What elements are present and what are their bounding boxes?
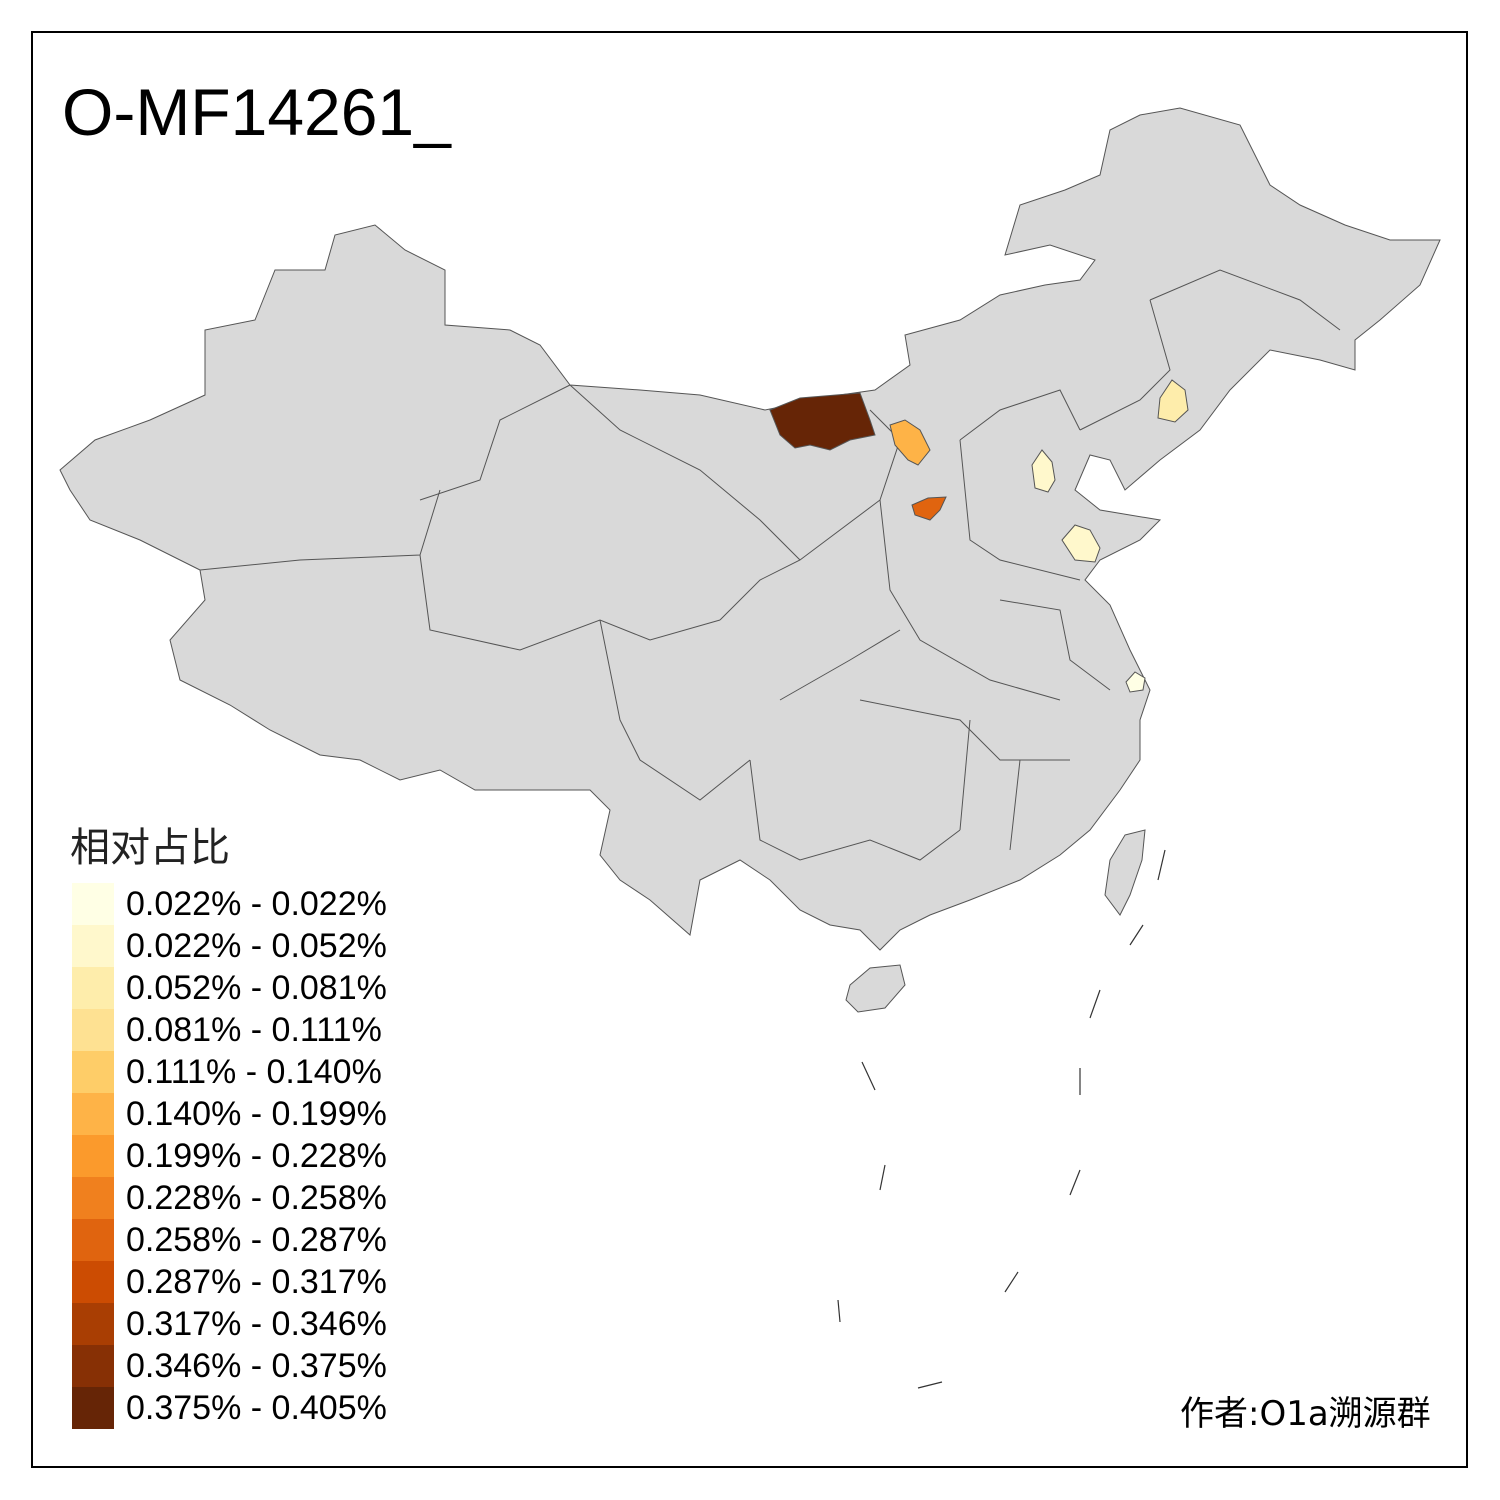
legend-item: 0.258% - 0.287% — [72, 1219, 432, 1261]
legend-item: 0.317% - 0.346% — [72, 1303, 432, 1345]
legend-item: 0.022% - 0.052% — [72, 925, 432, 967]
legend-item: 0.228% - 0.258% — [72, 1177, 432, 1219]
legend-item: 0.052% - 0.081% — [72, 967, 432, 1009]
region-0.022-0.052-b[interactable] — [1061, 524, 1101, 563]
legend-label: 0.140% - 0.199% — [126, 1095, 387, 1133]
legend-swatch — [72, 1135, 114, 1177]
legend-swatch — [72, 925, 114, 967]
legend-swatch — [72, 1177, 114, 1219]
region-0.258-0.287[interactable] — [911, 496, 947, 521]
legend-item: 0.287% - 0.317% — [72, 1261, 432, 1303]
legend-swatch — [72, 1345, 114, 1387]
legend-label: 0.258% - 0.287% — [126, 1221, 387, 1259]
legend-swatch — [72, 1009, 114, 1051]
legend-label: 0.081% - 0.111% — [126, 1011, 382, 1049]
hainan-island — [845, 964, 906, 1013]
legend-label: 0.111% - 0.140% — [126, 1053, 382, 1091]
legend-label: 0.375% - 0.405% — [126, 1389, 387, 1427]
region-0.140-0.199[interactable] — [889, 419, 931, 466]
legend-item: 0.140% - 0.199% — [72, 1093, 432, 1135]
legend-label: 0.346% - 0.375% — [126, 1347, 387, 1385]
legend-label: 0.317% - 0.346% — [126, 1305, 387, 1343]
legend-swatch — [72, 1303, 114, 1345]
legend-label: 0.287% - 0.317% — [126, 1263, 387, 1301]
legend-swatch — [72, 1093, 114, 1135]
legend-swatch — [72, 883, 114, 925]
south-china-sea-islands — [837, 849, 1166, 1389]
author-credit: 作者:O1a溯源群 — [1180, 1394, 1431, 1434]
legend-item: 0.022% - 0.022% — [72, 883, 432, 925]
region-0.022-0.052-a[interactable] — [1031, 449, 1056, 493]
region-0.375-0.405[interactable] — [769, 392, 876, 451]
legend-swatch — [72, 1051, 114, 1093]
legend-label: 0.228% - 0.258% — [126, 1179, 387, 1217]
legend-label: 0.022% - 0.052% — [126, 927, 387, 965]
legend-item: 0.081% - 0.111% — [72, 1009, 432, 1051]
legend-swatch — [72, 1261, 114, 1303]
legend-label: 0.199% - 0.228% — [126, 1137, 387, 1175]
legend-swatch — [72, 967, 114, 1009]
legend-swatch — [72, 1219, 114, 1261]
map-title: O-MF14261_ — [62, 75, 451, 149]
legend-item: 0.111% - 0.140% — [72, 1051, 432, 1093]
legend-label: 0.022% - 0.022% — [126, 885, 387, 923]
map-frame — [31, 31, 1468, 1468]
legend-item: 0.375% - 0.405% — [72, 1387, 432, 1429]
legend-label: 0.052% - 0.081% — [126, 969, 387, 1007]
legend-item: 0.346% - 0.375% — [72, 1345, 432, 1387]
legend-title: 相对占比 — [70, 825, 230, 871]
region-0.052-0.081[interactable] — [1157, 379, 1189, 423]
legend-item: 0.199% - 0.228% — [72, 1135, 432, 1177]
taiwan-island — [1104, 829, 1146, 916]
region-0.022-0.022[interactable] — [1125, 671, 1146, 693]
legend-swatch — [72, 1387, 114, 1429]
china-mainland — [59, 107, 1441, 951]
